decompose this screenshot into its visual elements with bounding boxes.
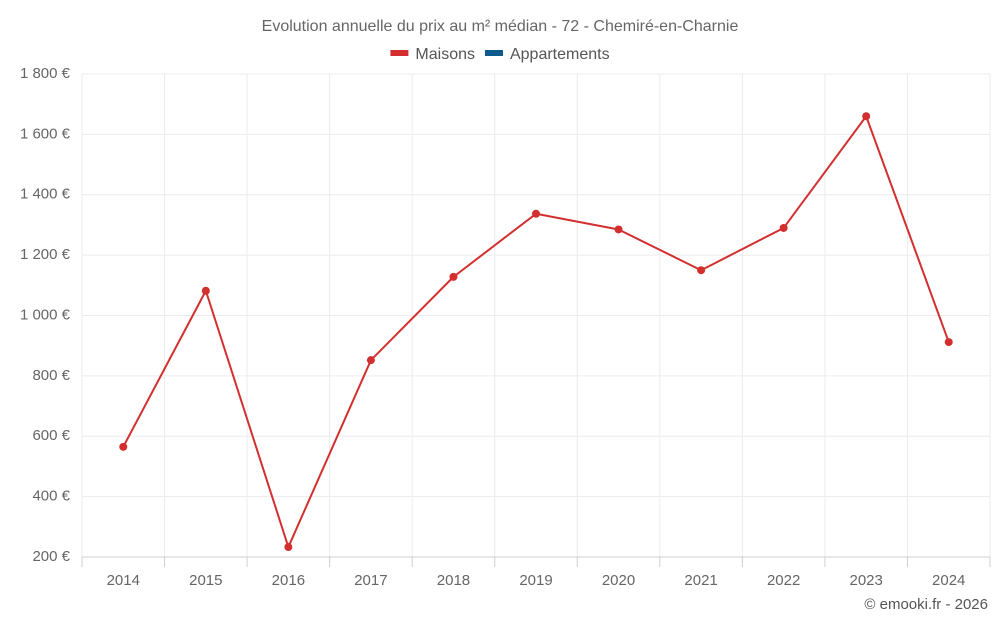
legend-swatch [484,50,503,56]
y-axis-ticks: 200 € 400 € 600 € 800 € 1 000 € 1 200 € 1 400 … [20,65,71,565]
legend-swatch [390,50,409,56]
x-tick-label: 2022 [767,572,800,589]
x-tick-label: 2019 [519,572,552,589]
x-tick-label: 2018 [437,572,470,589]
y-tick-label: 1 800 € [20,65,71,82]
legend-item-appartements[interactable]: Appartements [484,46,610,63]
horizontal-gridlines [82,73,990,498]
data-point-maisons-2014[interactable] [119,442,128,451]
x-tick-label: 2023 [849,572,882,589]
legend-label: Appartements [510,46,610,63]
chart-title: Evolution annuelle du prix au m² médian … [262,18,739,35]
legend-label: Maisons [415,46,475,63]
x-tick-label: 2015 [189,572,222,589]
x-tick-label: 2014 [107,572,140,589]
data-point-maisons-2022[interactable] [779,223,788,232]
y-tick-label: 1 400 € [20,186,71,203]
y-tick-label: 1 600 € [20,125,71,142]
y-tick-label: 600 € [32,427,70,444]
y-tick-label: 1 000 € [20,306,71,323]
x-tick-label: 2024 [932,572,965,589]
data-point-maisons-2023[interactable] [862,112,871,121]
x-tick-label: 2021 [684,572,717,589]
data-point-maisons-2015[interactable] [201,286,210,295]
data-point-maisons-2019[interactable] [532,209,540,218]
data-point-maisons-2024[interactable] [944,338,953,347]
data-point-maisons-2016[interactable] [284,543,293,552]
data-point-maisons-2020[interactable] [614,225,623,234]
credit-text: © emooki.fr - 2026 [864,596,988,613]
data-point-maisons-2021[interactable] [697,266,706,275]
data-point-maisons-2017[interactable] [366,356,375,365]
y-tick-label: 1 200 € [20,246,71,263]
y-tick-label: 800 € [32,367,70,384]
data-point-maisons-2018[interactable] [449,272,458,281]
x-axis-ticks: 2014 2015 2016 2017 2018 2019 2020 2021 2022 2023… [81,557,991,589]
series-layer [119,112,953,552]
y-tick-label: 400 € [32,488,70,505]
legend: Maisons Appartements [390,46,610,63]
x-tick-label: 2020 [602,572,635,589]
x-tick-label: 2017 [354,572,387,589]
x-tick-label: 2016 [272,572,305,589]
y-tick-label: 200 € [32,548,70,565]
legend-item-maisons[interactable]: Maisons [390,46,475,63]
